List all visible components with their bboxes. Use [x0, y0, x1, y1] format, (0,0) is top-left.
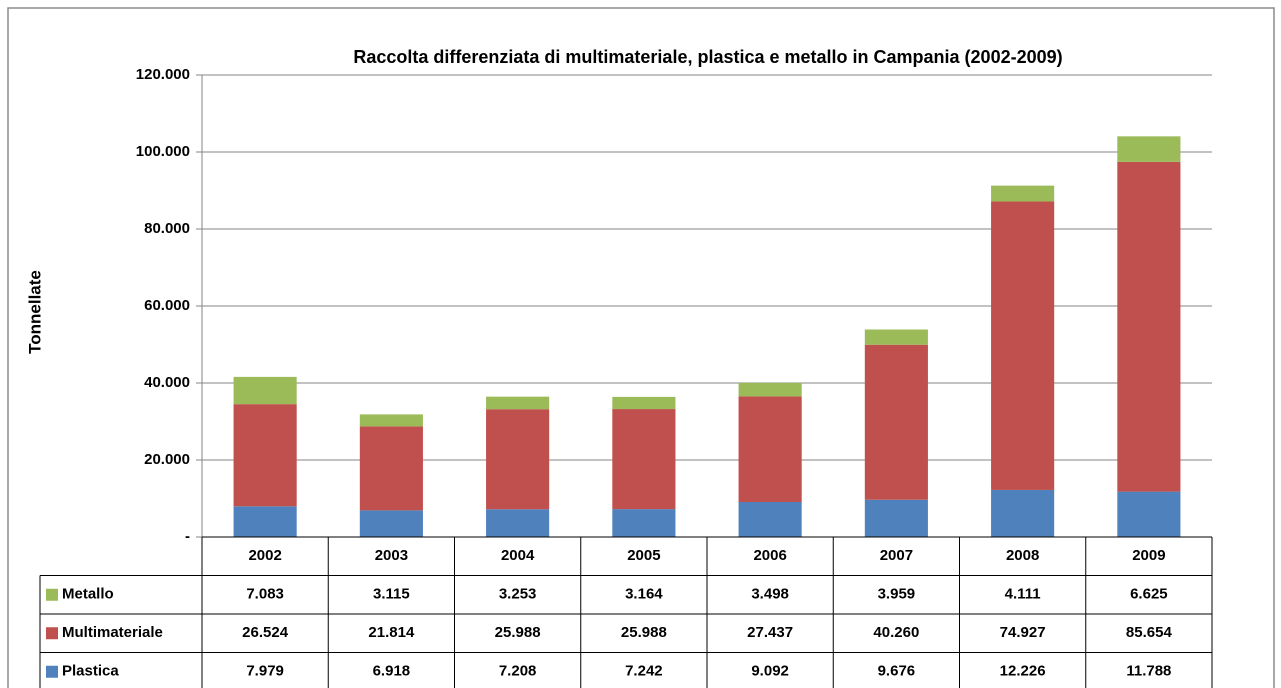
bar-segment [359, 426, 423, 511]
x-tick-label: 2009 [1132, 547, 1165, 564]
y-tick-label: - [185, 528, 190, 545]
bar-segment [612, 509, 676, 537]
table-value: 12.226 [1000, 663, 1046, 680]
table-value: 25.988 [495, 624, 541, 641]
y-tick-label: 80.000 [144, 220, 190, 237]
x-tick-label: 2006 [753, 547, 786, 564]
y-tick-label: 100.000 [136, 143, 190, 160]
legend-key [46, 665, 58, 678]
x-tick-label: 2007 [880, 547, 913, 564]
table-value: 4.111 [1005, 586, 1041, 603]
table-value: 40.260 [873, 624, 919, 641]
table-value: 6.625 [1130, 586, 1168, 603]
table-value: 3.115 [373, 586, 410, 603]
bar-segment [359, 510, 423, 537]
bar-segment [486, 409, 550, 510]
y-axis-label: Tonnellate [25, 270, 44, 354]
bar-segment [991, 185, 1055, 202]
x-tick-label: 2004 [501, 547, 535, 564]
x-tick-label: 2003 [375, 547, 408, 564]
table-value: 7.208 [499, 663, 537, 680]
bar-segment [738, 396, 802, 502]
table-value: 9.092 [751, 663, 789, 680]
bar-segment [991, 201, 1055, 490]
table-value: 21.814 [368, 624, 415, 641]
bar-segment [1117, 491, 1181, 537]
bar-segment [233, 404, 297, 507]
x-tick-label: 2008 [1006, 547, 1039, 564]
table-value: 6.918 [373, 663, 411, 680]
bar-segment [1117, 136, 1181, 162]
table-value: 11.788 [1126, 663, 1171, 680]
x-tick-label: 2005 [627, 547, 660, 564]
bar-segment [612, 409, 676, 510]
table-value: 3.498 [751, 586, 789, 603]
y-tick-label: 20.000 [144, 451, 190, 468]
legend-label: Multimateriale [62, 624, 163, 641]
table-value: 74.927 [1000, 624, 1046, 641]
table-value: 9.676 [878, 663, 916, 680]
y-tick-label: 120.000 [136, 66, 190, 83]
legend-label: Plastica [62, 663, 119, 680]
bar-segment [864, 344, 928, 500]
bar-segment [359, 414, 423, 427]
bar-segment [233, 376, 297, 405]
table-value: 26.524 [242, 624, 289, 641]
table-value: 27.437 [747, 624, 793, 641]
bar-segment [864, 329, 928, 345]
y-tick-label: 40.000 [144, 374, 190, 391]
bar-segment [738, 501, 802, 537]
bar-segment [1117, 161, 1181, 492]
table-value: 7.242 [625, 663, 663, 680]
bar-segment [738, 382, 802, 397]
table-value: 7.083 [246, 586, 284, 603]
table-value: 3.164 [625, 586, 663, 603]
y-tick-label: 60.000 [144, 297, 190, 314]
chart-border [7, 7, 1275, 688]
table-value: 85.654 [1126, 624, 1173, 641]
table-value: 25.988 [621, 624, 667, 641]
table-value: 7.979 [246, 663, 284, 680]
bar-segment [486, 396, 550, 410]
bar-segment [233, 506, 297, 537]
legend-key [46, 588, 58, 601]
chart-title: Raccolta differenziata di multimateriale… [353, 47, 1062, 67]
legend-label: Metallo [62, 586, 114, 603]
bar-segment [991, 489, 1055, 537]
table-value: 3.253 [499, 586, 537, 603]
legend-key [46, 627, 58, 640]
bar-segment [864, 499, 928, 537]
table-value: 3.959 [878, 586, 916, 603]
x-tick-label: 2002 [248, 547, 281, 564]
bar-segment [486, 509, 550, 537]
bar-segment [612, 396, 676, 410]
